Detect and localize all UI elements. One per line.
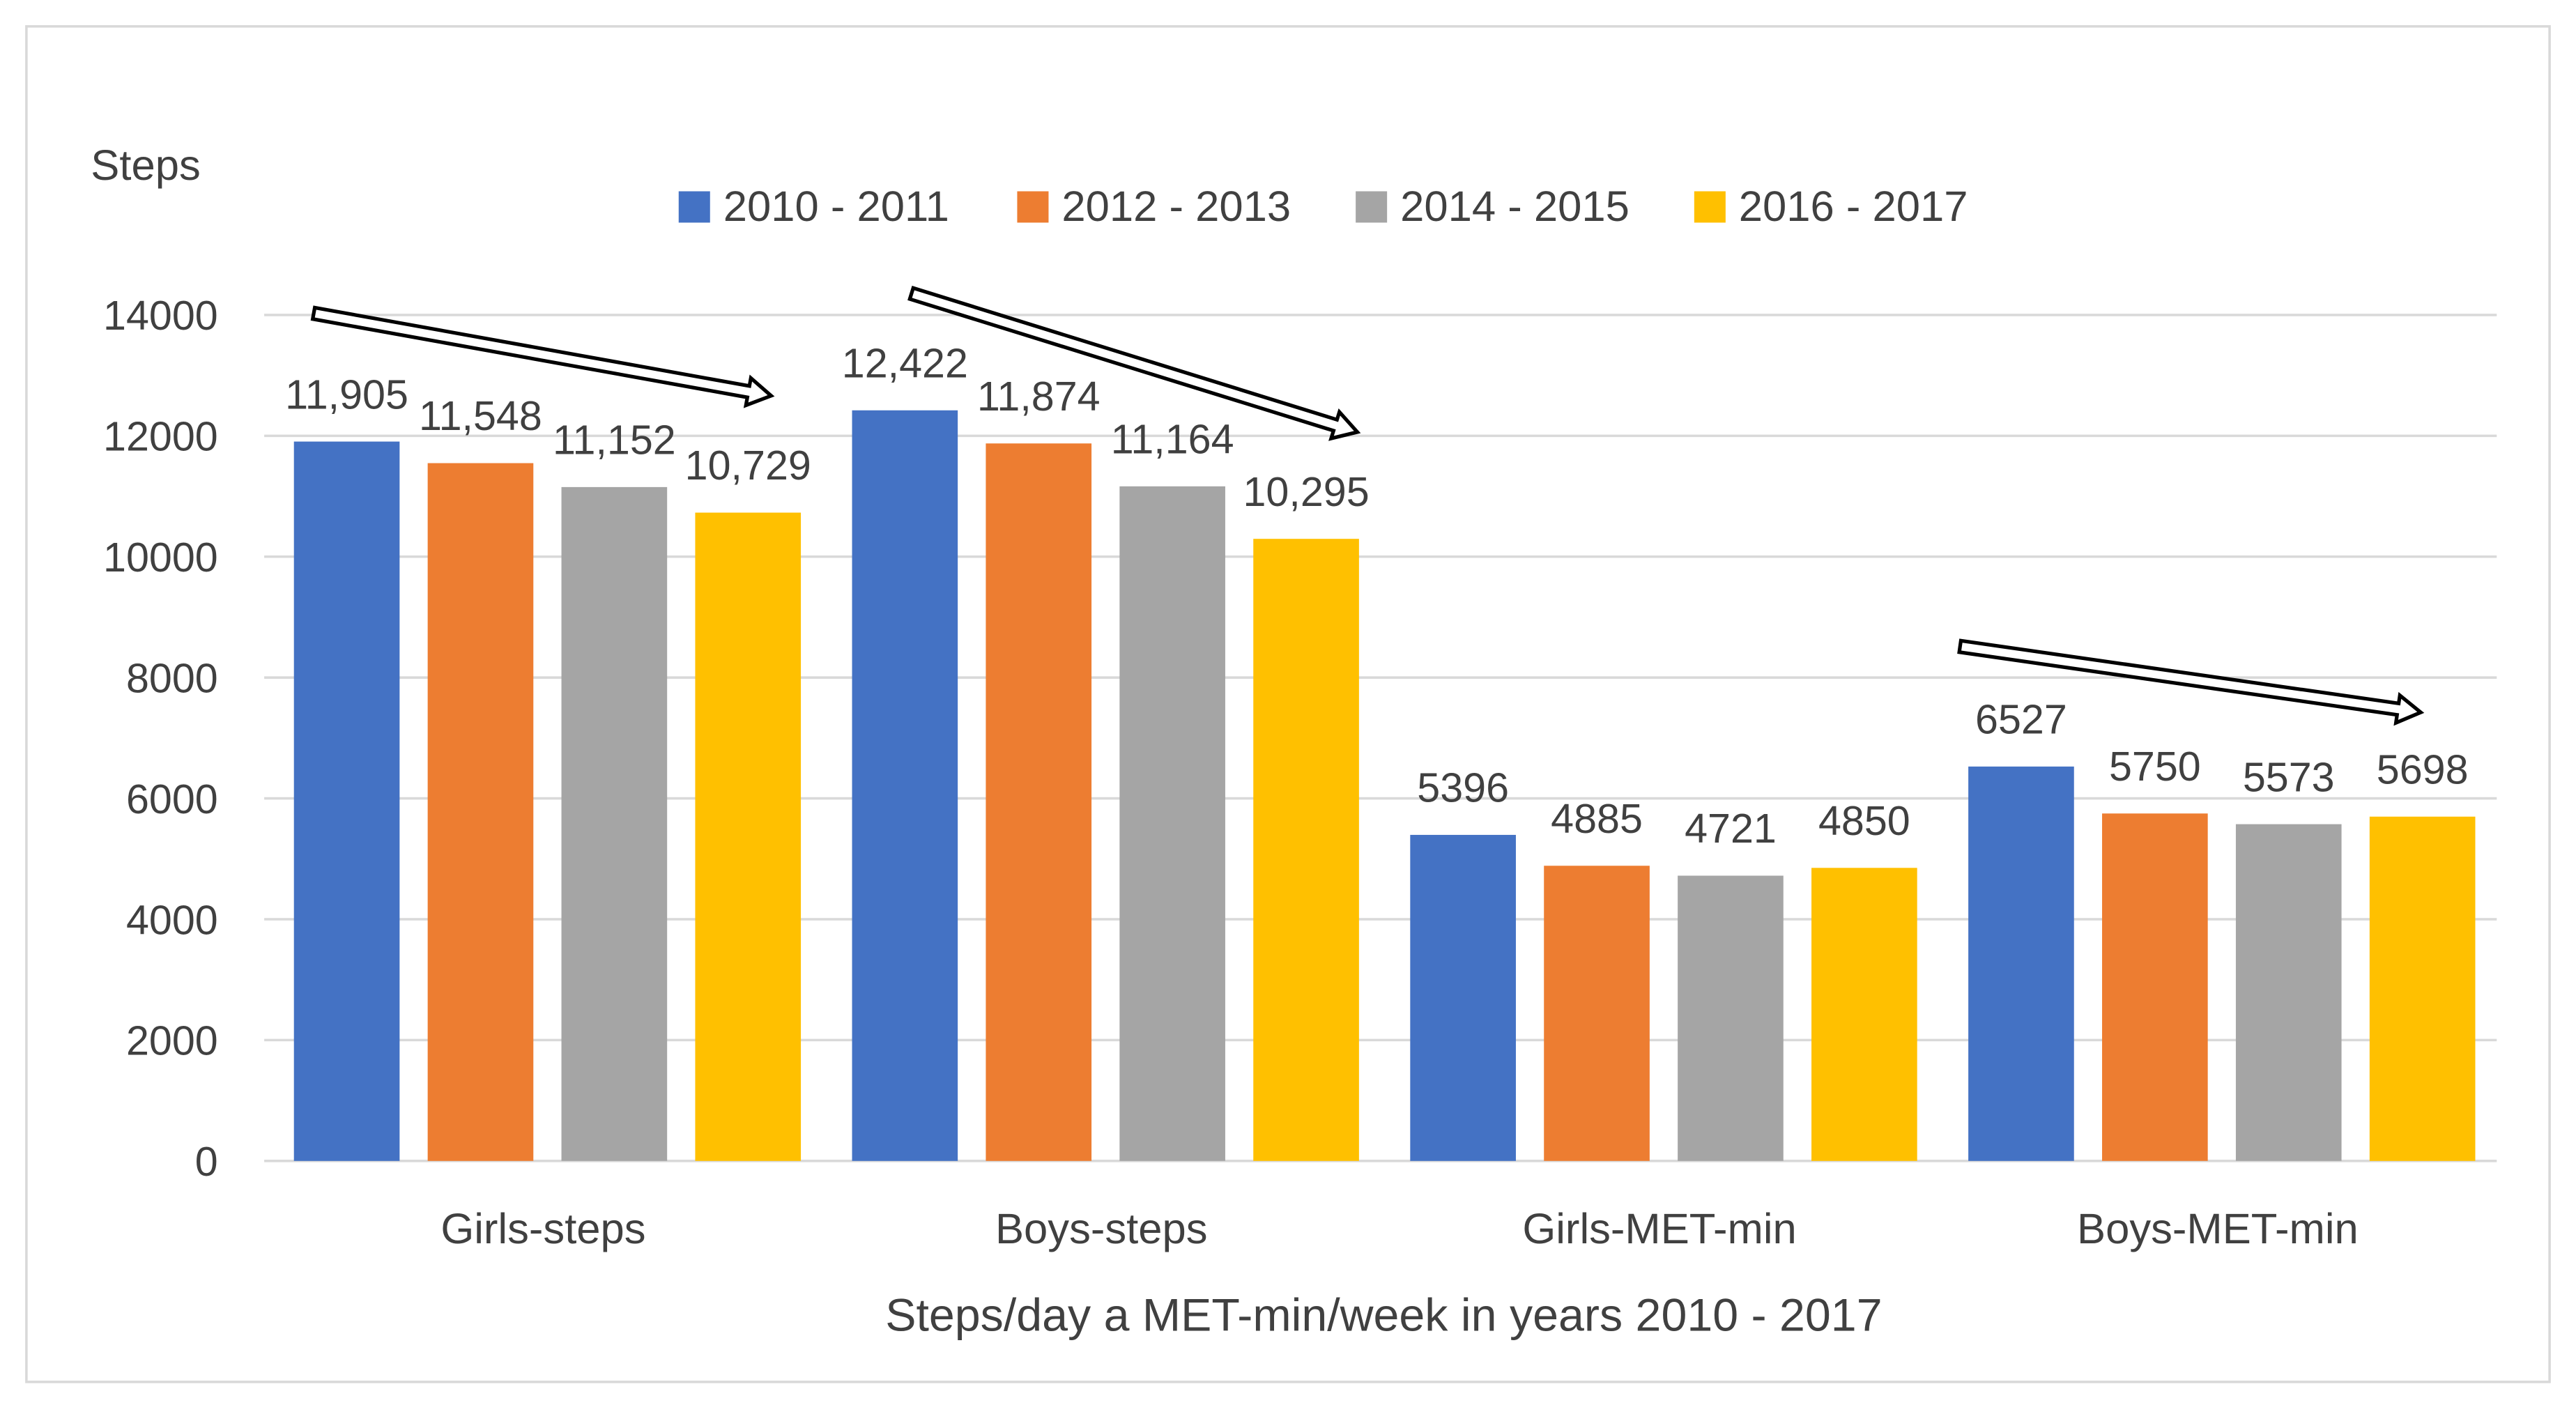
data-label: 4850 xyxy=(1818,797,1910,844)
x-tick-label: Girls-steps xyxy=(440,1205,645,1253)
data-label: 10,729 xyxy=(685,442,811,489)
bar xyxy=(2102,813,2208,1161)
bar xyxy=(1253,539,1359,1161)
y-tick-label: 4000 xyxy=(126,896,218,943)
data-label: 5573 xyxy=(2243,753,2335,800)
bar xyxy=(1968,766,2074,1161)
y-tick-label: 2000 xyxy=(126,1018,218,1064)
trend-arrow xyxy=(907,286,1361,441)
bar xyxy=(2369,816,2476,1161)
bar xyxy=(1119,486,1225,1161)
bar xyxy=(561,486,668,1161)
bar xyxy=(1678,875,1784,1161)
data-label: 4721 xyxy=(1685,805,1777,852)
data-label: 11,164 xyxy=(1111,416,1234,463)
bar xyxy=(695,512,802,1161)
y-tick-label: 12000 xyxy=(103,413,218,460)
data-label: 11,548 xyxy=(419,392,542,439)
y-tick-label: 8000 xyxy=(126,654,218,701)
legend-label: 2014 - 2015 xyxy=(1400,183,1630,231)
data-label: 12,422 xyxy=(842,339,968,386)
legend-swatch xyxy=(1017,191,1049,223)
data-label: 11,874 xyxy=(977,373,1101,420)
legend-swatch xyxy=(1694,191,1726,223)
y-tick-label: 0 xyxy=(195,1138,218,1185)
data-label: 5396 xyxy=(1417,765,1509,811)
legend-label: 2016 - 2017 xyxy=(1739,183,1968,231)
x-tick-label: Girls-MET-min xyxy=(1522,1205,1796,1253)
data-label: 5750 xyxy=(2109,743,2201,790)
bar xyxy=(427,463,534,1161)
bar xyxy=(852,410,958,1161)
y-tick-label: 6000 xyxy=(126,776,218,822)
trend-arrow xyxy=(310,305,775,408)
bar xyxy=(986,443,1092,1161)
bar xyxy=(1811,868,1917,1161)
legend-label: 2010 - 2011 xyxy=(723,183,949,231)
x-tick-label: Boys-steps xyxy=(995,1205,1208,1253)
x-axis-title: Steps/day a MET-min/week in years 2010 -… xyxy=(885,1290,1882,1342)
data-label: 10,295 xyxy=(1243,468,1369,515)
x-tick-label: Boys-MET-min xyxy=(2077,1205,2359,1253)
bar xyxy=(1410,834,1516,1161)
bar xyxy=(1544,866,1650,1161)
legend-swatch xyxy=(1356,191,1388,223)
legend-label: 2012 - 2013 xyxy=(1061,183,1291,231)
data-label: 5698 xyxy=(2377,746,2469,792)
trend-arrow xyxy=(1957,638,2425,726)
data-label: 11,905 xyxy=(285,371,408,417)
y-axis-title: Steps xyxy=(91,141,200,190)
data-label: 4885 xyxy=(1551,795,1643,842)
y-tick-label: 14000 xyxy=(103,292,218,339)
data-label: 6527 xyxy=(1975,696,2067,743)
bar xyxy=(2235,824,2342,1161)
legend-swatch xyxy=(678,191,710,223)
bar xyxy=(293,441,400,1161)
y-tick-label: 10000 xyxy=(103,534,218,581)
data-label: 11,152 xyxy=(553,417,676,463)
